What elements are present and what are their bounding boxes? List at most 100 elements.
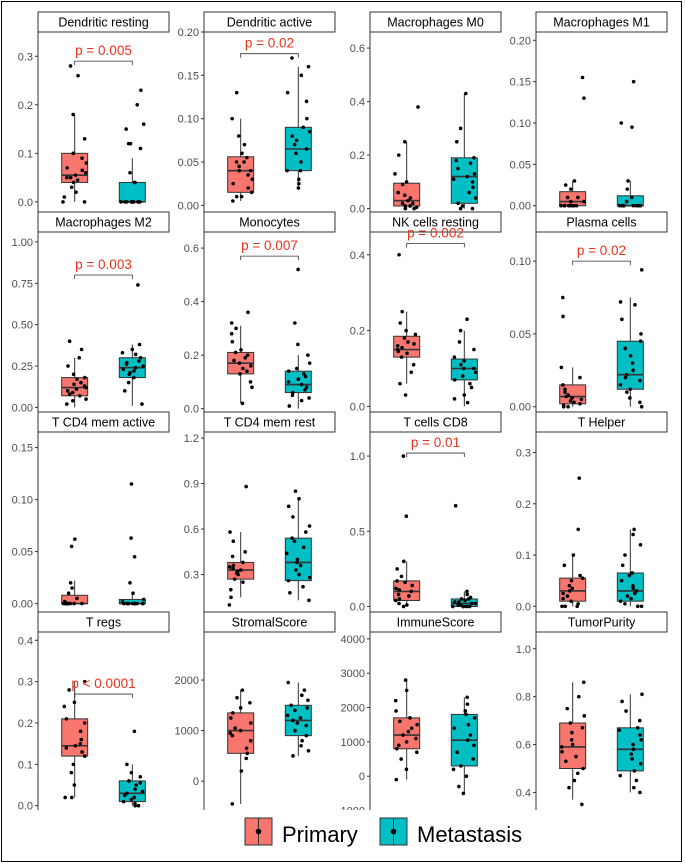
panel-title-strip-macrophages-m2 [37,211,170,233]
data-point-metastasis-plasma-cells [618,300,623,304]
data-point-primary-dendritic-resting [74,190,78,194]
data-point-metastasis-macrophages-m2 [130,347,135,352]
data-point-metastasis-t-cd4-mem-rest [284,551,289,556]
data-point-primary-immunescore [414,736,418,741]
data-point-metastasis-tumorpurity [635,725,640,730]
data-point-primary-t-helper [576,601,580,606]
data-point-primary-macrophages-m2 [79,347,84,352]
data-point-primary-t-regs [69,795,74,800]
y-tick-label-plasma-cells: 0.00 [510,402,531,414]
y-tick-label-dendritic-resting: 0.3 [18,51,33,63]
data-point-metastasis-macrophages-m0 [473,196,478,200]
y-tick-label-macrophages-m0: 0.6 [350,43,365,55]
data-point-primary-macrophages-m0 [402,193,407,198]
data-point-primary-monocytes [243,355,248,360]
data-point-primary-t-helper [569,599,573,603]
data-point-metastasis-nk-cells-resting [460,374,465,378]
data-point-metastasis-macrophages-m1 [634,203,639,208]
data-point-metastasis-plasma-cells [630,361,635,365]
data-point-primary-t-cd4-mem-active [68,581,73,585]
data-point-primary-t-helper [560,604,564,609]
data-point-metastasis-tumorpurity [640,692,644,697]
data-point-metastasis-macrophages-m2 [137,359,141,363]
data-point-primary-plasma-cells [578,402,582,406]
data-point-primary-macrophages-m2 [65,389,70,393]
data-point-primary-macrophages-m2 [78,394,82,398]
pvalue-label-t-cells-cd8: p = 0.01 [411,435,460,450]
data-point-metastasis-nk-cells-resting [459,362,463,367]
data-point-metastasis-immunescore [465,702,470,706]
data-point-metastasis-tumorpurity [617,728,622,732]
data-point-metastasis-t-helper [619,578,624,583]
data-point-metastasis-t-cd4-mem-rest [286,504,291,509]
data-point-primary-macrophages-m1 [582,96,586,100]
data-point-metastasis-nk-cells-resting [468,381,472,386]
data-point-metastasis-nk-cells-resting [472,347,476,352]
y-tick-label-t-cd4-mem-active: 0.15 [12,443,33,455]
data-point-primary-plasma-cells [566,404,570,409]
data-point-primary-dendritic-resting [82,200,87,204]
data-point-primary-t-cd4-mem-rest [231,566,235,571]
data-point-primary-t-regs [64,746,69,750]
data-point-primary-macrophages-m2 [74,387,79,391]
panel-title-t-cells-cd8: T cells CD8 [403,416,467,430]
data-point-metastasis-dendritic-resting [124,127,128,131]
y-tick-label-nk-cells-resting: 0.0 [350,401,365,413]
data-point-primary-t-cells-cd8 [394,586,398,591]
y-tick-label-macrophages-m1: 0.00 [510,201,531,213]
data-point-primary-tumorpurity [574,754,578,759]
data-point-primary-t-cells-cd8 [397,588,402,592]
data-point-metastasis-macrophages-m0 [451,177,456,182]
y-tick-label-macrophages-m1: 0.10 [510,118,531,130]
y-tick-label-dendritic-active: 0.10 [178,114,199,126]
data-point-metastasis-plasma-cells [631,368,635,373]
data-point-metastasis-immunescore [459,764,463,768]
data-point-primary-macrophages-m2 [71,398,75,403]
data-point-metastasis-t-cd4-mem-active [125,601,130,606]
data-point-primary-immunescore [415,750,419,754]
data-point-primary-dendritic-resting [68,175,73,180]
data-point-metastasis-macrophages-m1 [620,203,625,208]
data-point-primary-nk-cells-resting [400,309,405,314]
data-point-primary-macrophages-m1 [574,203,579,208]
data-point-metastasis-immunescore [451,767,456,772]
y-tick-label-immunescore: 0 [359,771,365,783]
pvalue-label-dendritic-resting: p = 0.005 [75,43,132,58]
data-point-primary-immunescore [398,719,402,724]
data-point-metastasis-dendritic-resting [136,200,141,204]
data-point-metastasis-immunescore [461,791,466,796]
data-point-primary-dendritic-active [246,186,250,190]
data-point-metastasis-macrophages-m0 [470,206,475,211]
legend-label-primary: Primary [282,822,358,847]
data-point-primary-dendritic-resting [61,200,65,204]
data-point-primary-stromalscore [235,695,239,700]
data-point-metastasis-plasma-cells [638,339,643,344]
data-point-metastasis-t-cells-cd8 [463,598,467,603]
panel-title-macrophages-m0: Macrophages M0 [387,16,484,30]
data-point-metastasis-dendritic-active [297,181,301,186]
data-point-primary-tumorpurity [560,749,564,754]
data-point-primary-dendritic-resting [68,64,73,68]
data-point-metastasis-macrophages-m0 [460,204,465,208]
data-point-metastasis-t-cells-cd8 [459,597,464,601]
y-tick-label-dendritic-active: 0.05 [178,157,199,169]
data-point-primary-monocytes [237,361,242,365]
data-point-metastasis-t-regs [138,781,143,785]
legend-item-metastasis: Metastasis [379,817,522,847]
panel-title-strip-macrophages-m1 [535,11,668,33]
y-tick-label-macrophages-m0: 0.4 [350,97,365,109]
data-point-metastasis-nk-cells-resting [462,366,466,371]
data-point-metastasis-dendritic-active [296,186,301,190]
data-point-metastasis-macrophages-m0 [468,161,473,165]
data-point-primary-stromalscore [238,706,243,710]
data-point-metastasis-immunescore [466,738,470,742]
data-point-metastasis-t-helper [638,542,643,547]
data-point-metastasis-monocytes [299,398,304,403]
data-point-primary-stromalscore [239,769,244,773]
y-tick-label-stromalscore: 0 [193,776,199,788]
data-point-primary-macrophages-m2 [66,364,70,368]
data-point-metastasis-t-cd4-mem-active [130,601,135,606]
panel-title-strip-stromalscore [203,611,336,633]
y-tick-label-macrophages-m0: 0.0 [350,204,365,216]
